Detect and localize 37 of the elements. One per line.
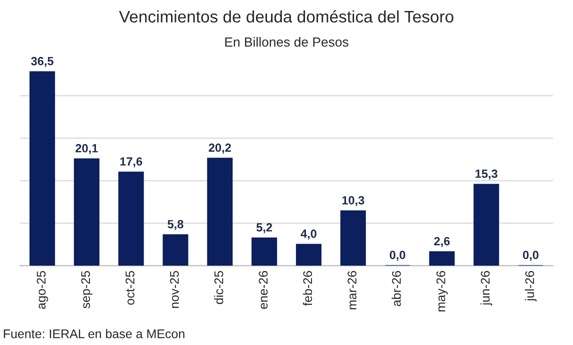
data-label: 15,3 xyxy=(476,170,498,180)
x-tick-label: ago-25 xyxy=(36,271,48,309)
bar xyxy=(252,237,278,266)
x-tick-label: jul-26 xyxy=(524,271,537,302)
x-tick-label: sep-25 xyxy=(81,271,92,308)
bar xyxy=(162,234,188,266)
x-tick-label: nov-25 xyxy=(170,271,179,308)
source-note: Fuente: IERAL en base a MEcon xyxy=(4,329,184,338)
data-label: 2,6 xyxy=(434,236,450,248)
chart-subtitle: En Billones de Pesos xyxy=(225,37,348,47)
data-label: 5,2 xyxy=(256,223,272,234)
x-tick-label: oct-25 xyxy=(126,271,134,305)
data-label: 5,8 xyxy=(168,220,184,230)
x-tick-label: jun-26 xyxy=(480,271,492,306)
bar xyxy=(74,158,100,266)
bar xyxy=(474,184,500,266)
x-tick-label: mar-26 xyxy=(348,271,356,310)
data-label: 36,5 xyxy=(31,56,54,68)
x-tick-label: dic-25 xyxy=(214,271,224,304)
data-label: 4,0 xyxy=(300,230,316,240)
bar xyxy=(207,158,233,266)
data-label: 20,2 xyxy=(208,144,231,154)
x-tick-label: abr-26 xyxy=(392,271,401,306)
bar xyxy=(429,251,455,266)
chart-title: Vencimientos de deuda doméstica del Tesoro xyxy=(119,10,454,23)
data-label: 17,6 xyxy=(120,157,142,168)
x-tick-label: feb-26 xyxy=(302,271,312,306)
data-label: 20,1 xyxy=(76,144,98,154)
bar xyxy=(296,244,322,266)
data-label: 10,3 xyxy=(342,196,364,206)
x-tick-label: ene-26 xyxy=(258,271,268,309)
bar xyxy=(118,172,144,266)
data-label: 0,0 xyxy=(523,250,538,261)
bar xyxy=(29,71,56,266)
bar xyxy=(340,210,366,266)
data-label: 0,0 xyxy=(390,250,406,261)
x-tick-label: may-26 xyxy=(436,271,448,312)
